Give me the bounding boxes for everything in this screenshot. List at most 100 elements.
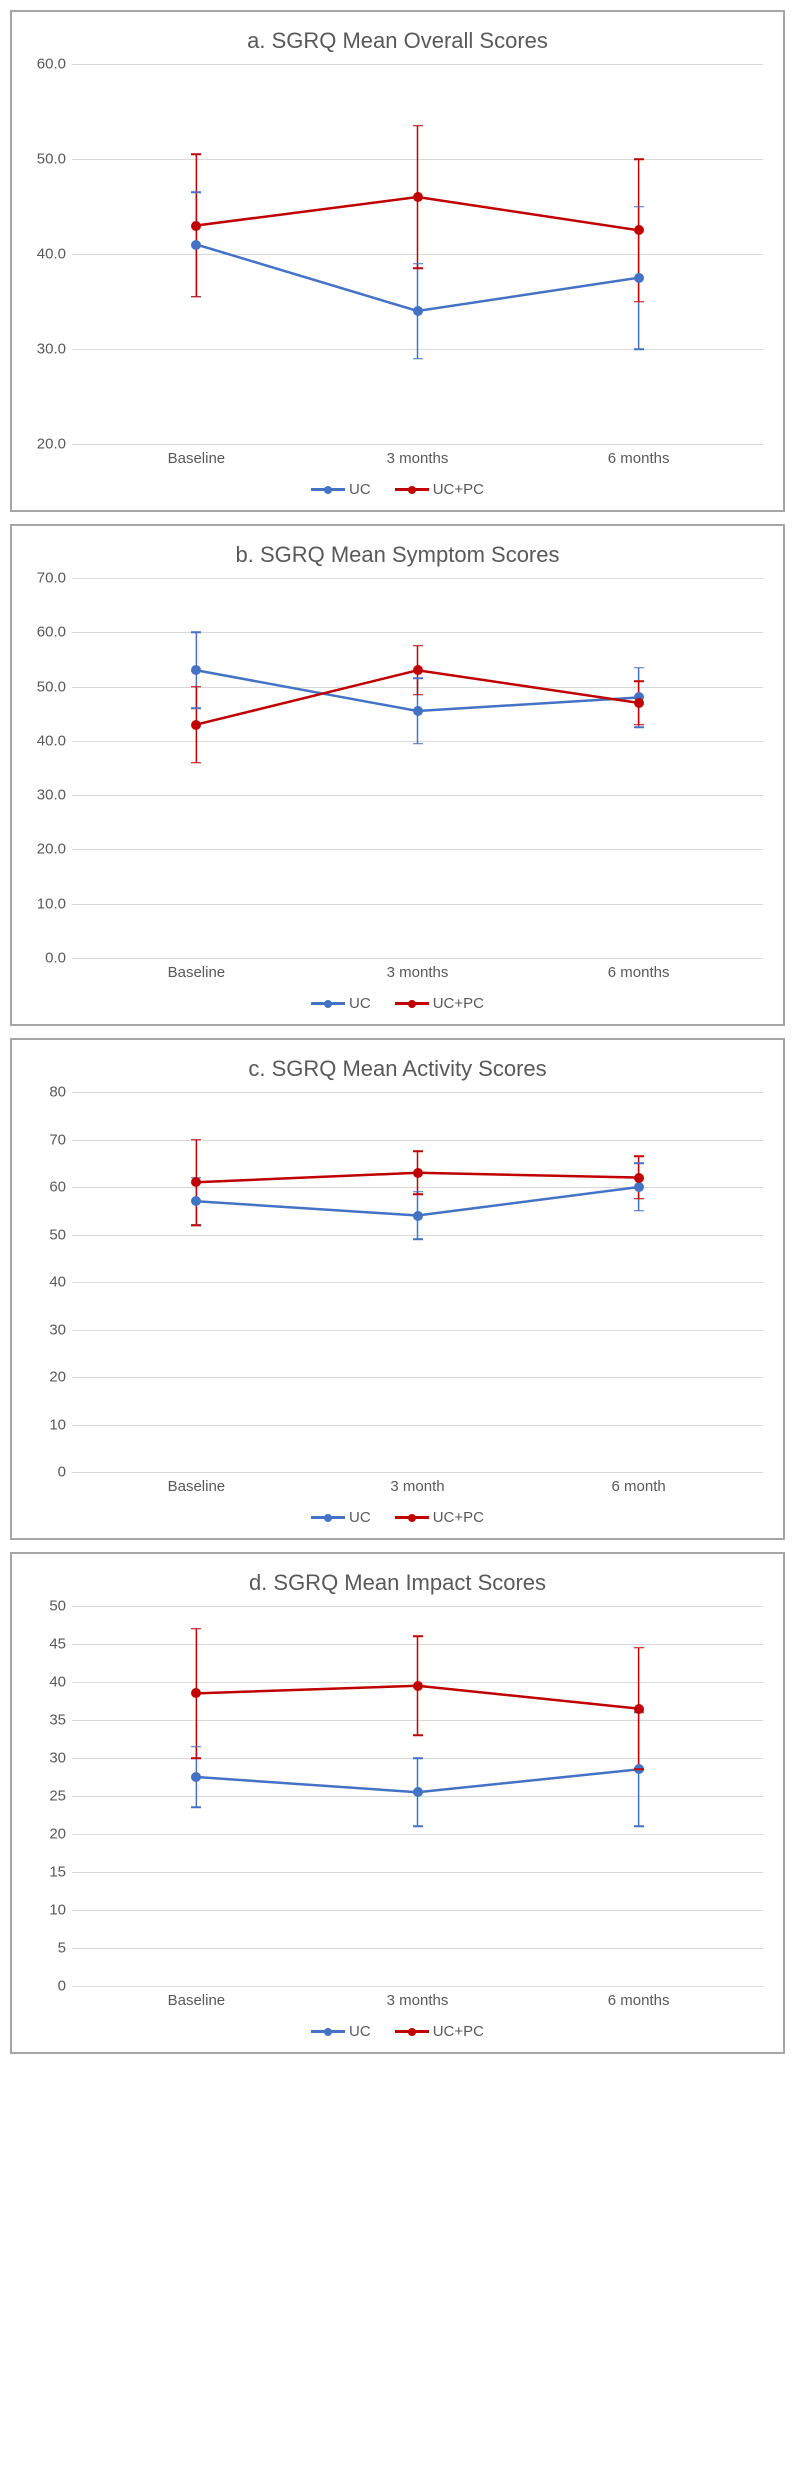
ytick-label: 70.0	[37, 570, 72, 587]
ytick-label: 50.0	[37, 151, 72, 168]
xtick-label: 6 months	[608, 1986, 670, 2009]
legend-label: UC	[349, 995, 371, 1012]
marker-uc	[413, 706, 423, 716]
errorbar-cap	[191, 1807, 201, 1809]
errorbar-cap	[413, 743, 423, 745]
legend-label: UC	[349, 1509, 371, 1526]
marker-ucpc	[413, 192, 423, 202]
chart-panel-symptom: b. SGRQ Mean Symptom Scores0.010.020.030…	[10, 524, 785, 1026]
chart-panel-impact: d. SGRQ Mean Impact Scores05101520253035…	[10, 1552, 785, 2054]
ytick-label: 5	[58, 1940, 72, 1957]
ytick-label: 60.0	[37, 624, 72, 641]
errorbar-cap	[191, 154, 201, 156]
errorbar-cap	[413, 1734, 423, 1736]
marker-ucpc	[191, 720, 201, 730]
errorbar-cap	[413, 263, 423, 265]
ytick-label: 30.0	[37, 341, 72, 358]
marker-ucpc	[634, 1704, 644, 1714]
legend-item-uc: UC	[311, 995, 371, 1012]
ytick-label: 25	[49, 1788, 72, 1805]
xtick-label: Baseline	[168, 1472, 226, 1495]
errorbar-cap	[413, 268, 423, 270]
xtick-label: Baseline	[168, 444, 226, 467]
legend-swatch	[395, 1516, 429, 1519]
legend-label: UC+PC	[433, 2023, 484, 2040]
legend: UC UC+PC	[22, 995, 773, 1012]
xtick-label: Baseline	[168, 958, 226, 981]
ytick-label: 50.0	[37, 678, 72, 695]
legend-swatch	[395, 2030, 429, 2033]
errorbar-cap	[634, 1210, 644, 1212]
legend-swatch	[395, 1002, 429, 1005]
legend-label: UC	[349, 2023, 371, 2040]
legend-swatch	[395, 488, 429, 491]
ytick-label: 20.0	[37, 436, 72, 453]
ytick-label: 20	[49, 1369, 72, 1386]
marker-ucpc	[413, 665, 423, 675]
legend-label: UC	[349, 481, 371, 498]
errorbar-cap	[413, 358, 423, 360]
marker-uc	[634, 1182, 644, 1192]
errorbar-cap	[191, 762, 201, 764]
marker-uc	[413, 1211, 423, 1221]
ytick-label: 20	[49, 1826, 72, 1843]
errorbar-cap	[634, 348, 644, 350]
legend-label: UC+PC	[433, 1509, 484, 1526]
errorbar-cap	[413, 1757, 423, 1759]
ytick-label: 45	[49, 1636, 72, 1653]
ytick-label: 40	[49, 1274, 72, 1291]
errorbar-cap	[634, 1155, 644, 1157]
chart-svg-markers	[72, 578, 763, 958]
errorbar-cap	[413, 125, 423, 127]
marker-uc	[191, 240, 201, 250]
legend-label: UC+PC	[433, 995, 484, 1012]
errorbar-cap	[413, 1239, 423, 1241]
errorbar-cap	[634, 301, 644, 303]
legend-item-ucpc: UC+PC	[395, 2023, 484, 2040]
errorbar-cap	[413, 645, 423, 647]
errorbar-cap	[191, 708, 201, 710]
legend-swatch	[311, 1516, 345, 1519]
ytick-label: 10	[49, 1416, 72, 1433]
ytick-label: 40	[49, 1674, 72, 1691]
chart-title: d. SGRQ Mean Impact Scores	[22, 1570, 773, 1596]
marker-ucpc	[634, 225, 644, 235]
errorbar-cap	[191, 296, 201, 298]
ytick-label: 30.0	[37, 787, 72, 804]
ytick-label: 0	[58, 1464, 72, 1481]
legend-swatch	[311, 488, 345, 491]
ytick-label: 40.0	[37, 246, 72, 263]
ytick-label: 60.0	[37, 56, 72, 73]
marker-uc	[191, 1196, 201, 1206]
errorbar-cap	[191, 1757, 201, 1759]
xtick-label: 3 months	[387, 444, 449, 467]
chart-svg-markers	[72, 1092, 763, 1472]
errorbar-cap	[634, 680, 644, 682]
chart-panel-overall: a. SGRQ Mean Overall Scores20.030.040.05…	[10, 10, 785, 512]
marker-uc	[191, 1772, 201, 1782]
marker-ucpc	[413, 1168, 423, 1178]
marker-uc	[413, 306, 423, 316]
xtick-label: 3 months	[387, 1986, 449, 2009]
errorbar-cap	[191, 1139, 201, 1141]
errorbar-cap	[634, 724, 644, 726]
errorbar-cap	[634, 667, 644, 669]
errorbar-cap	[413, 678, 423, 680]
legend: UC UC+PC	[22, 2023, 773, 2040]
errorbar-cap	[634, 1769, 644, 1771]
marker-ucpc	[191, 221, 201, 231]
plot-area: 20.030.040.050.060.0Baseline3 months6 mo…	[72, 64, 763, 445]
legend-item-uc: UC	[311, 481, 371, 498]
legend-item-uc: UC	[311, 2023, 371, 2040]
ytick-label: 0	[58, 1978, 72, 1995]
marker-uc	[634, 273, 644, 283]
plot-area: 01020304050607080Baseline3 month6 month	[72, 1092, 763, 1473]
ytick-label: 60	[49, 1179, 72, 1196]
marker-uc	[413, 1787, 423, 1797]
marker-ucpc	[191, 1688, 201, 1698]
marker-uc	[191, 665, 201, 675]
ytick-label: 0.0	[45, 950, 72, 967]
errorbar-cap	[634, 1163, 644, 1165]
errorbar-cap	[413, 694, 423, 696]
errorbar-cap	[413, 1826, 423, 1828]
